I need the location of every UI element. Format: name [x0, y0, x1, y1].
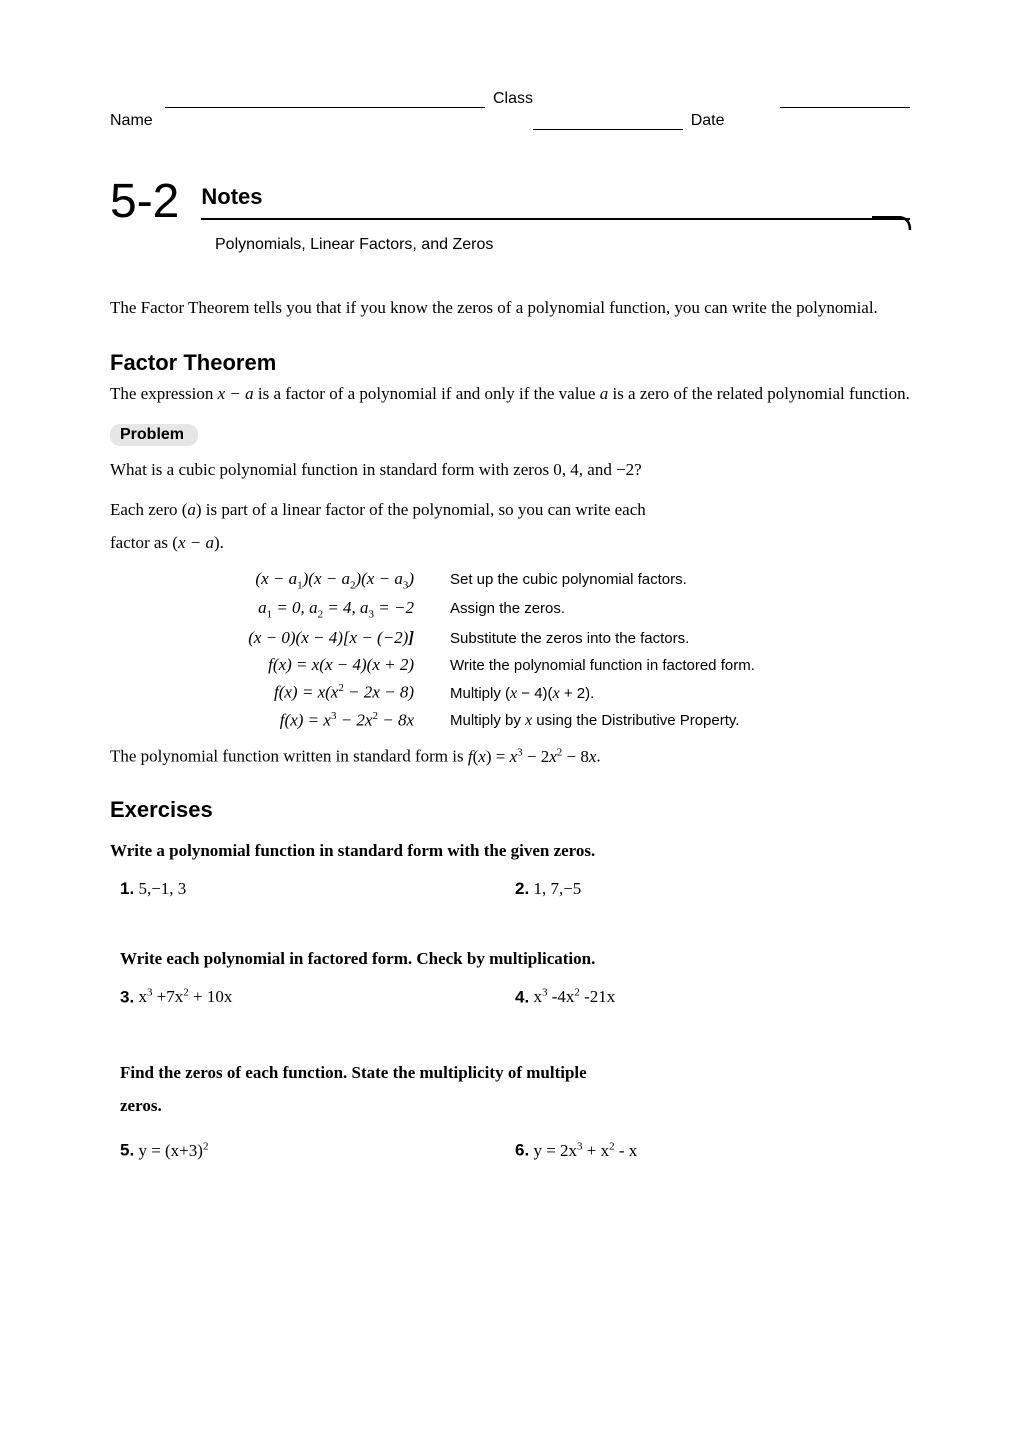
- problem-text: x3 +7x2 + 10x: [134, 987, 232, 1006]
- step-row: a1 = 0, a2 = 4, a3 = −2 Assign the zeros…: [240, 598, 910, 620]
- problem-number: 3.: [120, 987, 134, 1006]
- exercises-heading: Exercises: [110, 797, 910, 823]
- name-label: Name: [110, 112, 153, 130]
- step-right: Write the polynomial function in factore…: [450, 657, 755, 674]
- ft-var: a: [600, 384, 609, 403]
- problem-number: 1.: [120, 879, 134, 898]
- exp1-var: a: [187, 500, 196, 519]
- ft-mid: is a factor of a polynomial if and only …: [254, 384, 600, 403]
- problem-number: 4.: [515, 987, 529, 1006]
- date-label: Date: [691, 112, 725, 130]
- exercise-4: 4. x3 -4x2 -21x: [515, 987, 910, 1008]
- result-expr: f(x) = x3 − 2x2 − 8x: [468, 747, 597, 766]
- problem-number: 2.: [515, 879, 529, 898]
- exercise-6: 6. y = 2x3 + x2 - x: [515, 1140, 910, 1161]
- problem-text: y = 2x3 + x2 - x: [529, 1141, 637, 1160]
- exp2-expr: x − a: [178, 533, 214, 552]
- step-row: f(x) = x3 − 2x2 − 8x Multiply by x using…: [240, 710, 910, 731]
- exercise-2: 2. 1, 7,−5: [515, 879, 910, 899]
- divider-curve-icon: [872, 216, 912, 236]
- step-right: Multiply by x using the Distributive Pro…: [450, 712, 739, 730]
- problem-text: y = (x+3)2: [134, 1141, 208, 1160]
- title-divider: [201, 218, 910, 220]
- exp2-pre: factor as (: [110, 533, 178, 552]
- ft-expr: x − a: [218, 384, 254, 403]
- step-left: (x − 0)(x − 4)[x − (−2)]: [240, 628, 450, 648]
- step-row: f(x) = x(x2 − 2x − 8) Multiply (x − 4)(x…: [240, 682, 910, 703]
- notes-title: Notes: [201, 184, 910, 210]
- exercise-3: 3. x3 +7x2 + 10x: [120, 987, 515, 1008]
- problem-text: x3 -4x2 -21x: [529, 987, 615, 1006]
- ft-pre: The expression: [110, 384, 218, 403]
- ft-post: is a zero of the related polynomial func…: [608, 384, 910, 403]
- problem-number: 6.: [515, 1141, 529, 1160]
- result-post: .: [596, 747, 600, 766]
- class-label: Class: [493, 90, 533, 108]
- result-paragraph: The polynomial function written in stand…: [110, 746, 910, 767]
- factor-theorem-heading: Factor Theorem: [110, 350, 910, 376]
- exercise-instruction-2: Write each polynomial in factored form. …: [120, 949, 910, 969]
- exercise-row-1: 1. 5,−1, 3 2. 1, 7,−5: [120, 879, 910, 899]
- problem-text: 1, 7,−5: [529, 879, 581, 898]
- result-pre: The polynomial function written in stand…: [110, 747, 468, 766]
- class-blank-line[interactable]: [165, 107, 485, 108]
- exercise-instruction-1: Write a polynomial function in standard …: [110, 841, 910, 861]
- factor-theorem-text: The expression x − a is a factor of a po…: [110, 382, 910, 406]
- header-class-row: Class: [110, 90, 910, 108]
- short-blank-line[interactable]: [780, 107, 910, 108]
- instr3-l2: zeros.: [120, 1096, 162, 1115]
- step-left: f(x) = x3 − 2x2 − 8x: [240, 710, 450, 731]
- chapter-number: 5-2: [110, 178, 179, 226]
- problem-number: 5.: [120, 1141, 134, 1160]
- date-blank-line[interactable]: [533, 129, 683, 130]
- intro-paragraph: The Factor Theorem tells you that if you…: [110, 296, 910, 320]
- exercise-row-3: 5. y = (x+3)2 6. y = 2x3 + x2 - x: [120, 1140, 910, 1161]
- problem-text: 5,−1, 3: [134, 879, 186, 898]
- exercise-5: 5. y = (x+3)2: [120, 1140, 515, 1161]
- step-row: f(x) = x(x − 4)(x + 2) Write the polynom…: [240, 655, 910, 675]
- step-right: Assign the zeros.: [450, 600, 565, 617]
- chapter-subtitle: Polynomials, Linear Factors, and Zeros: [215, 236, 910, 254]
- step-right: Multiply (x − 4)(x + 2).: [450, 685, 594, 703]
- step-row: (x − 0)(x − 4)[x − (−2)] Substitute the …: [240, 628, 910, 648]
- step-right: Substitute the zeros into the factors.: [450, 630, 689, 647]
- exp1-post: ) is part of a linear factor of the poly…: [196, 500, 646, 519]
- problem-explain: Each zero (a) is part of a linear factor…: [110, 494, 910, 559]
- step-left: f(x) = x(x − 4)(x + 2): [240, 655, 450, 675]
- steps-table: (x − a1)(x − a2)(x − a3) Set up the cubi…: [240, 569, 910, 730]
- step-left: f(x) = x(x2 − 2x − 8): [240, 682, 450, 703]
- header-name-row: Name Date: [110, 112, 910, 130]
- step-right: Set up the cubic polynomial factors.: [450, 571, 687, 588]
- notes-title-wrap: Notes: [201, 178, 910, 220]
- exercise-1: 1. 5,−1, 3: [120, 879, 515, 899]
- instr3-l1: Find the zeros of each function. State t…: [120, 1063, 587, 1082]
- problem-question: What is a cubic polynomial function in s…: [110, 456, 910, 485]
- step-row: (x − a1)(x − a2)(x − a3) Set up the cubi…: [240, 569, 910, 591]
- exp2-post: ).: [214, 533, 224, 552]
- step-left: a1 = 0, a2 = 4, a3 = −2: [240, 598, 450, 620]
- step-left: (x − a1)(x − a2)(x − a3): [240, 569, 450, 591]
- exp1-pre: Each zero (: [110, 500, 187, 519]
- chapter-heading: 5-2 Notes: [110, 178, 910, 226]
- problem-tab: Problem: [110, 424, 198, 446]
- exercise-instruction-3: Find the zeros of each function. State t…: [120, 1057, 910, 1122]
- exercise-row-2: 3. x3 +7x2 + 10x 4. x3 -4x2 -21x: [120, 987, 910, 1008]
